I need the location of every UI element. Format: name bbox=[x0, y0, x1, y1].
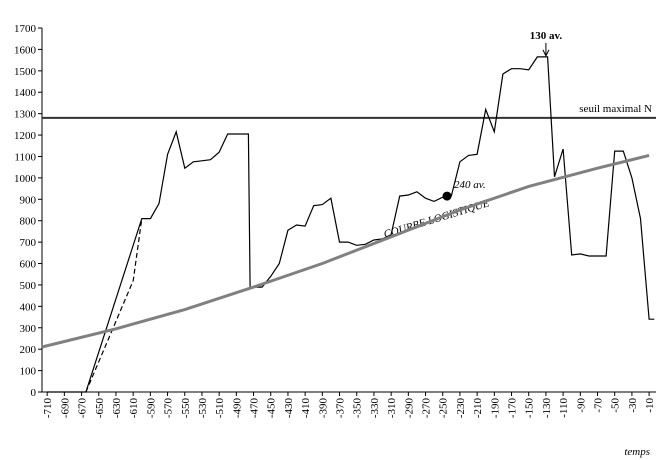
threshold-label: seuil maximal N bbox=[579, 103, 652, 115]
x-tick-label: -610 bbox=[128, 398, 140, 419]
x-tick-label: -670 bbox=[77, 398, 89, 419]
x-tick-label: -590 bbox=[145, 398, 157, 419]
x-tick-label: -190 bbox=[489, 398, 501, 419]
y-tick-label: 1200 bbox=[14, 130, 37, 142]
x-tick-label: -570 bbox=[163, 398, 175, 419]
x-tick-label: -350 bbox=[352, 398, 364, 419]
y-tick-label: 800 bbox=[20, 216, 37, 228]
x-tick-label: -390 bbox=[317, 398, 329, 419]
series-line bbox=[41, 153, 650, 349]
y-tick-label: 100 bbox=[20, 366, 37, 378]
y-tick-label: 500 bbox=[20, 280, 37, 292]
y-tick-label: 1100 bbox=[14, 151, 36, 163]
x-tick-label: -230 bbox=[455, 398, 467, 419]
series-line bbox=[47, 56, 655, 393]
x-tick-label: -450 bbox=[266, 398, 278, 419]
x-tick-label: -170 bbox=[507, 398, 519, 419]
y-tick-label: 1400 bbox=[14, 87, 37, 99]
x-tick-label: -710 bbox=[42, 398, 54, 419]
x-tick-label: -130 bbox=[541, 398, 553, 419]
x-tick-label: -550 bbox=[180, 398, 192, 419]
series-line bbox=[85, 218, 143, 393]
y-tick-label: 700 bbox=[20, 237, 37, 249]
arrow-head bbox=[542, 49, 550, 58]
x-tick-label: -470 bbox=[249, 398, 261, 419]
x-tick-label: -530 bbox=[197, 398, 209, 419]
y-tick-label: 300 bbox=[20, 323, 37, 335]
y-tick-label: 400 bbox=[20, 301, 37, 313]
x-tick-label: -310 bbox=[386, 398, 398, 419]
y-tick-label: 1300 bbox=[14, 109, 37, 121]
x-tick-label: -270 bbox=[421, 398, 433, 419]
x-tick-label: -50 bbox=[610, 398, 622, 413]
y-tick-label: 1500 bbox=[14, 66, 37, 78]
x-tick-label: -690 bbox=[59, 398, 71, 419]
x-tick-label: -490 bbox=[231, 398, 243, 419]
x-tick-label: -290 bbox=[403, 398, 415, 419]
x-tick-label: -210 bbox=[472, 398, 484, 419]
x-tick-label: -10 bbox=[644, 398, 656, 413]
x-tick-label: -630 bbox=[111, 398, 123, 419]
annotation-label: 240 av. bbox=[454, 179, 486, 191]
x-tick-label: -250 bbox=[438, 398, 450, 419]
y-tick-label: 0 bbox=[31, 387, 37, 399]
x-tick-label: -410 bbox=[300, 398, 312, 419]
annotation-dot bbox=[442, 191, 452, 201]
y-tick-label: 1000 bbox=[14, 173, 37, 185]
x-tick-label: -110 bbox=[558, 398, 570, 418]
y-tick-label: 1700 bbox=[14, 23, 37, 35]
x-tick-label: -370 bbox=[335, 398, 347, 419]
x-tick-label: -510 bbox=[214, 398, 226, 419]
x-tick-label: -650 bbox=[94, 398, 106, 419]
x-tick-label: -30 bbox=[627, 398, 639, 413]
x-tick-label: -90 bbox=[575, 398, 587, 413]
x-axis-label: temps bbox=[624, 446, 650, 458]
x-tick-label: -150 bbox=[524, 398, 536, 419]
y-tick-label: 200 bbox=[20, 344, 37, 356]
y-tick-label: 900 bbox=[20, 194, 37, 206]
y-tick-label: 1600 bbox=[14, 44, 37, 56]
annotation-label: 130 av. bbox=[530, 30, 563, 42]
y-tick-label: 600 bbox=[20, 259, 37, 271]
x-tick-label: -430 bbox=[283, 398, 295, 419]
x-tick-label: -70 bbox=[593, 398, 605, 413]
x-tick-label: -330 bbox=[369, 398, 381, 419]
